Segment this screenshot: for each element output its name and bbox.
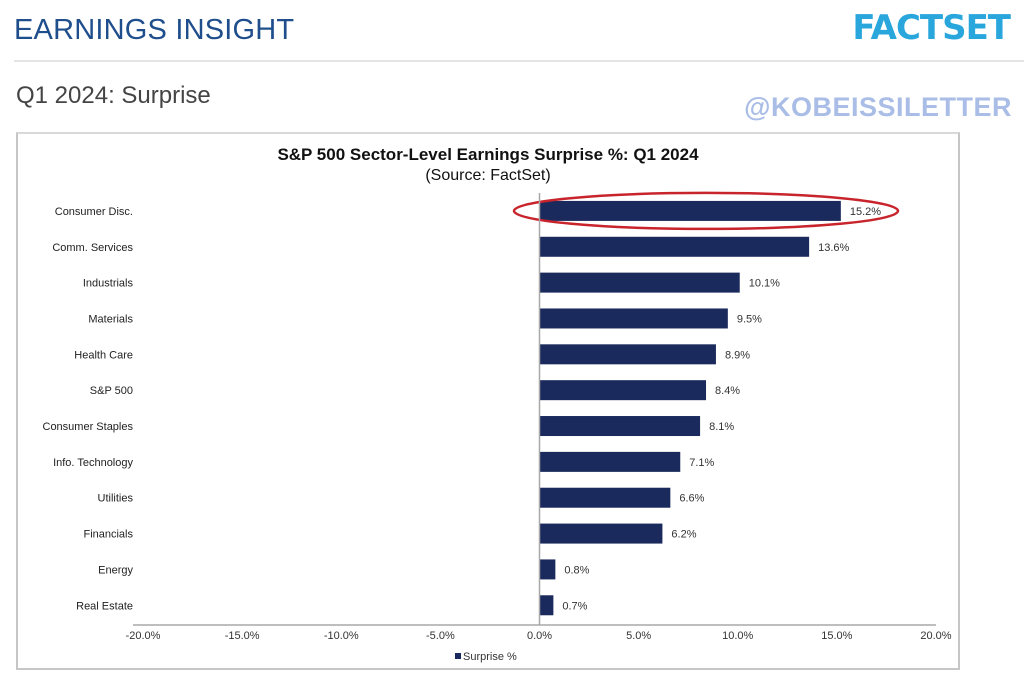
- x-tick-label: 10.0%: [722, 630, 753, 642]
- x-tick-label: 0.0%: [527, 630, 552, 642]
- header-divider: [14, 60, 1024, 62]
- watermark-handle: @KOBEISSILETTER: [744, 92, 1012, 122]
- category-label: Industrials: [83, 278, 134, 290]
- page-subtitle: Q1 2024: Surprise: [16, 82, 211, 109]
- bar: [539, 523, 663, 544]
- data-label: 15.2%: [850, 206, 881, 218]
- data-label: 6.6%: [679, 493, 704, 505]
- category-label: Real Estate: [76, 600, 133, 612]
- bar: [539, 236, 810, 257]
- factset-logo: FACTSET: [852, 8, 1011, 48]
- category-label: S&P 500: [90, 385, 133, 397]
- data-label: 8.4%: [715, 385, 740, 397]
- chart-subtitle: (Source: FactSet): [425, 167, 550, 184]
- category-label: Energy: [98, 564, 133, 576]
- x-tick-label: -5.0%: [426, 630, 455, 642]
- header-title: EARNINGS INSIGHT: [14, 14, 295, 46]
- bar: [539, 380, 707, 401]
- bar: [539, 487, 671, 508]
- bar: [539, 344, 716, 365]
- legend-swatch: [455, 653, 461, 659]
- bar: [539, 416, 701, 437]
- data-label: 8.9%: [725, 349, 750, 361]
- category-label: Materials: [88, 313, 133, 325]
- x-tick-label: -10.0%: [324, 630, 359, 642]
- x-tick-label: 15.0%: [821, 630, 852, 642]
- chart-frame: [16, 132, 960, 670]
- x-tick-label: 5.0%: [626, 630, 651, 642]
- x-tick-label: -20.0%: [126, 630, 161, 642]
- bar: [539, 595, 554, 616]
- category-label: Financials: [83, 529, 133, 541]
- chart-title: S&P 500 Sector-Level Earnings Surprise %…: [277, 145, 699, 164]
- highlight-ellipse: [512, 191, 900, 231]
- data-label: 10.1%: [749, 278, 780, 290]
- data-label: 9.5%: [737, 313, 762, 325]
- category-label: Utilities: [98, 493, 134, 505]
- category-label: Consumer Disc.: [55, 206, 133, 218]
- data-label: 6.2%: [671, 529, 696, 541]
- bar: [539, 308, 728, 329]
- legend-label: Surprise %: [463, 651, 517, 663]
- data-label: 8.1%: [709, 421, 734, 433]
- bar: [539, 200, 841, 221]
- bar: [539, 451, 681, 472]
- data-label: 13.6%: [818, 242, 849, 254]
- bar: [539, 272, 740, 293]
- data-label: 7.1%: [689, 457, 714, 469]
- x-tick-label: 20.0%: [920, 630, 951, 642]
- category-label: Comm. Services: [52, 242, 133, 254]
- x-tick-label: -15.0%: [225, 630, 260, 642]
- data-label: 0.7%: [562, 600, 587, 612]
- data-label: 0.8%: [564, 564, 589, 576]
- category-label: Info. Technology: [53, 457, 133, 469]
- category-label: Consumer Staples: [43, 421, 134, 433]
- category-label: Health Care: [74, 349, 133, 361]
- bar: [539, 559, 556, 580]
